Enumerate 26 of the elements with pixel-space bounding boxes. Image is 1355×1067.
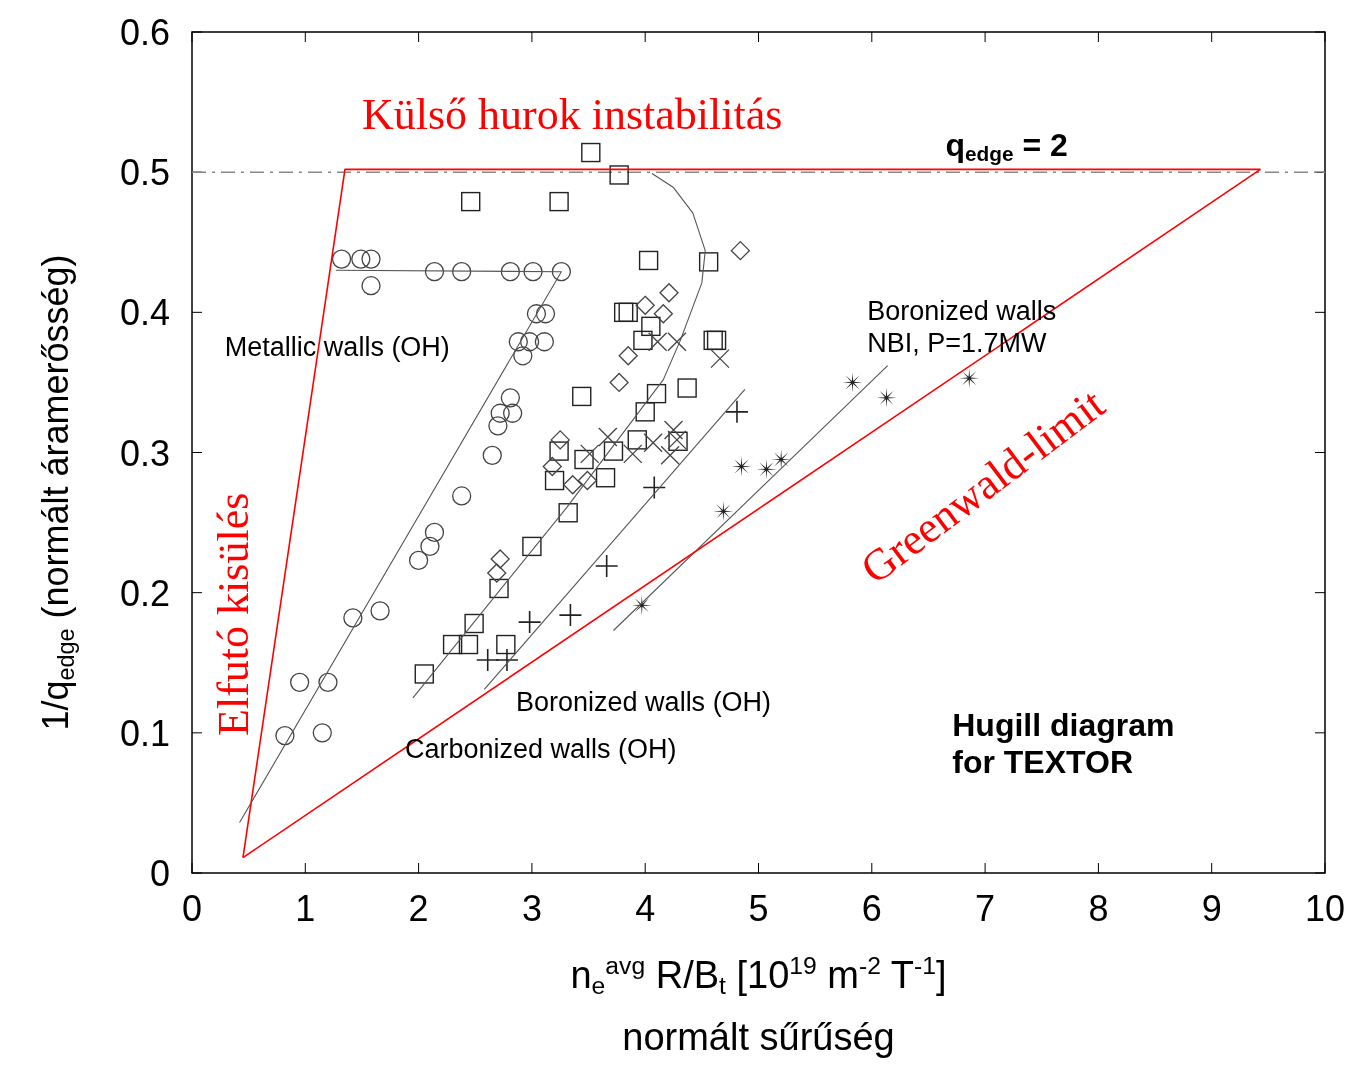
annotation: Boronized walls (OH) <box>516 686 772 717</box>
annotation: Carbonized walls (OH) <box>405 733 677 764</box>
x-tick-label: 9 <box>1201 888 1222 929</box>
y-tick-label: 0.1 <box>119 712 170 754</box>
x-tick-label: 8 <box>1088 888 1109 929</box>
x-tick-label: 5 <box>748 888 769 929</box>
x-tick-label: 2 <box>408 888 429 929</box>
y-tick-label: 0.4 <box>119 292 170 334</box>
annotation: Elfutó kisülés <box>208 492 258 736</box>
x-tick-label: 10 <box>1304 888 1346 929</box>
annotation: Metallic walls (OH) <box>224 331 450 362</box>
x-tick-label: 0 <box>181 888 203 929</box>
y-tick-label: 0.3 <box>119 432 170 474</box>
text: n$_{e}$$^{avg}$ R/B$_{t}$ [10$^{19}$ m$^{-2}$ T$^{-1}$] normált sűrűség <box>570 952 947 1058</box>
y-tick-label: 0 <box>149 853 170 894</box>
x-tick-label: 1 <box>295 888 316 929</box>
x-tick-label: 7 <box>975 888 996 929</box>
y-tick-label: 0.2 <box>119 572 170 614</box>
annotation: Hugill diagram for TEXTOR <box>952 706 1175 780</box>
annotation: Külső hurok instabilitás <box>361 89 783 139</box>
annotation: q$_{edge}$ = 2 <box>945 126 1068 165</box>
y-tick-label: 0.6 <box>119 12 170 53</box>
x-tick-label: 3 <box>521 888 542 929</box>
x-tick-label: 4 <box>635 888 656 929</box>
x-tick-label: 6 <box>861 888 882 929</box>
y-tick-label: 0.5 <box>119 152 170 194</box>
